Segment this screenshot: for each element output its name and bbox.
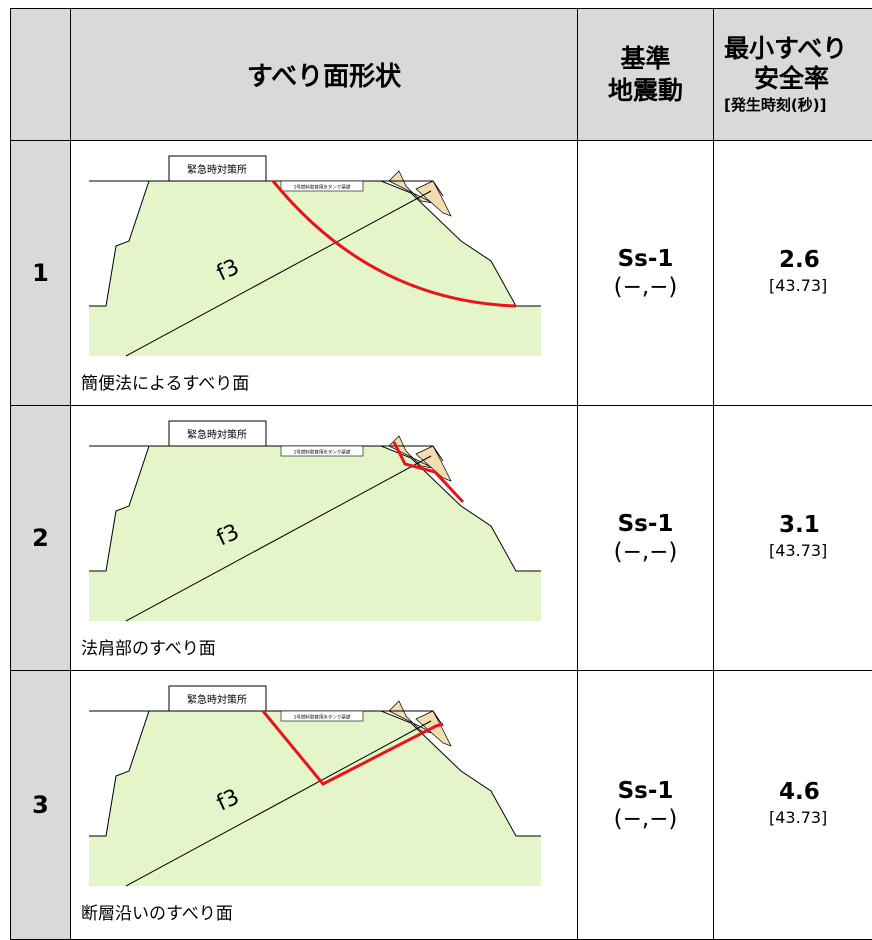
tank bbox=[280, 710, 364, 722]
tank bbox=[280, 445, 364, 457]
building bbox=[168, 420, 267, 447]
number: 1 bbox=[32, 259, 49, 287]
rock bbox=[388, 435, 434, 469]
number: 3 bbox=[32, 791, 49, 819]
building-label: 緊急時対策所 bbox=[187, 163, 247, 176]
row-number: 1 bbox=[10, 140, 71, 406]
slip-surface bbox=[261, 710, 444, 786]
sign: (−,−) bbox=[613, 274, 678, 300]
motion-cell: Ss-1 (−,−) bbox=[577, 140, 714, 406]
caption: 法肩部のすべり面 bbox=[81, 639, 216, 659]
slope bbox=[89, 446, 541, 621]
header-text: 安全率 bbox=[754, 63, 830, 93]
tank-label: 1号燃料取替用水タンク基礎 bbox=[294, 714, 351, 721]
top-line bbox=[371, 445, 444, 462]
top-line bbox=[371, 180, 444, 197]
time: [43.73] bbox=[769, 541, 828, 560]
safety-cell: 3.1 [43.73] bbox=[713, 405, 872, 671]
building bbox=[168, 685, 267, 712]
motion: Ss-1 bbox=[617, 778, 674, 804]
sign: (−,−) bbox=[613, 806, 678, 832]
caption: 断層沿いのすべり面 bbox=[81, 904, 233, 924]
building-label: 緊急時対策所 bbox=[187, 693, 247, 706]
header-text: 最小すべり bbox=[724, 33, 848, 63]
top-line bbox=[371, 710, 444, 727]
caption: 簡便法によるすべり面 bbox=[81, 374, 249, 394]
number: 2 bbox=[32, 524, 49, 552]
header-text: すべり面形状 bbox=[246, 62, 402, 92]
rock bbox=[415, 180, 452, 217]
safety: 2.6 bbox=[779, 247, 820, 273]
motion: Ss-1 bbox=[617, 511, 674, 537]
sign: (−,−) bbox=[613, 539, 678, 565]
header-no bbox=[10, 8, 71, 141]
motion-cell: Ss-1 (−,−) bbox=[577, 405, 714, 671]
diagram-cell: 緊急時対策所 1号燃料取替用水タンク基礎 f3 簡便法によるすべり面 bbox=[70, 140, 578, 406]
motion-cell: Ss-1 (−,−) bbox=[577, 670, 714, 940]
motion: Ss-1 bbox=[617, 246, 674, 272]
safety: 3.1 bbox=[779, 512, 820, 538]
building bbox=[168, 155, 267, 182]
diagram-cell: 緊急時対策所 1号燃料取替用水タンク基礎 f3 断層沿いのすべり面 bbox=[70, 670, 578, 940]
fault-line bbox=[125, 455, 432, 622]
slope bbox=[89, 181, 541, 356]
fault-line bbox=[125, 190, 432, 357]
header-motion: 基準 地震動 bbox=[577, 8, 714, 141]
rock bbox=[388, 170, 434, 204]
time: [43.73] bbox=[769, 808, 828, 827]
time: [43.73] bbox=[769, 276, 828, 295]
safety-cell: 2.6 [43.73] bbox=[713, 140, 872, 406]
fault-line bbox=[125, 720, 432, 887]
diagram-cell: 緊急時対策所 1号燃料取替用水タンク基礎 f3 法肩部のすべり面 bbox=[70, 405, 578, 671]
building-label: 緊急時対策所 bbox=[187, 428, 247, 441]
slip-surface bbox=[392, 441, 465, 504]
row-number: 2 bbox=[10, 405, 71, 671]
tank bbox=[280, 180, 364, 192]
header-safety: 最小すべり 安全率 [発生時刻(秒)] bbox=[713, 8, 872, 141]
header-shape: すべり面形状 bbox=[70, 8, 578, 141]
tank-label: 1号燃料取替用水タンク基礎 bbox=[294, 184, 351, 191]
tank-label: 1号燃料取替用水タンク基礎 bbox=[294, 449, 351, 456]
slip-surface bbox=[271, 180, 517, 308]
safety: 4.6 bbox=[779, 779, 820, 805]
header-text: 基準 bbox=[620, 43, 671, 73]
rock bbox=[388, 700, 434, 734]
slope bbox=[89, 711, 541, 886]
header-text: [発生時刻(秒)] bbox=[724, 95, 827, 114]
safety-cell: 4.6 [43.73] bbox=[713, 670, 872, 940]
row-number: 3 bbox=[10, 670, 71, 940]
header-text: 地震動 bbox=[607, 75, 683, 105]
